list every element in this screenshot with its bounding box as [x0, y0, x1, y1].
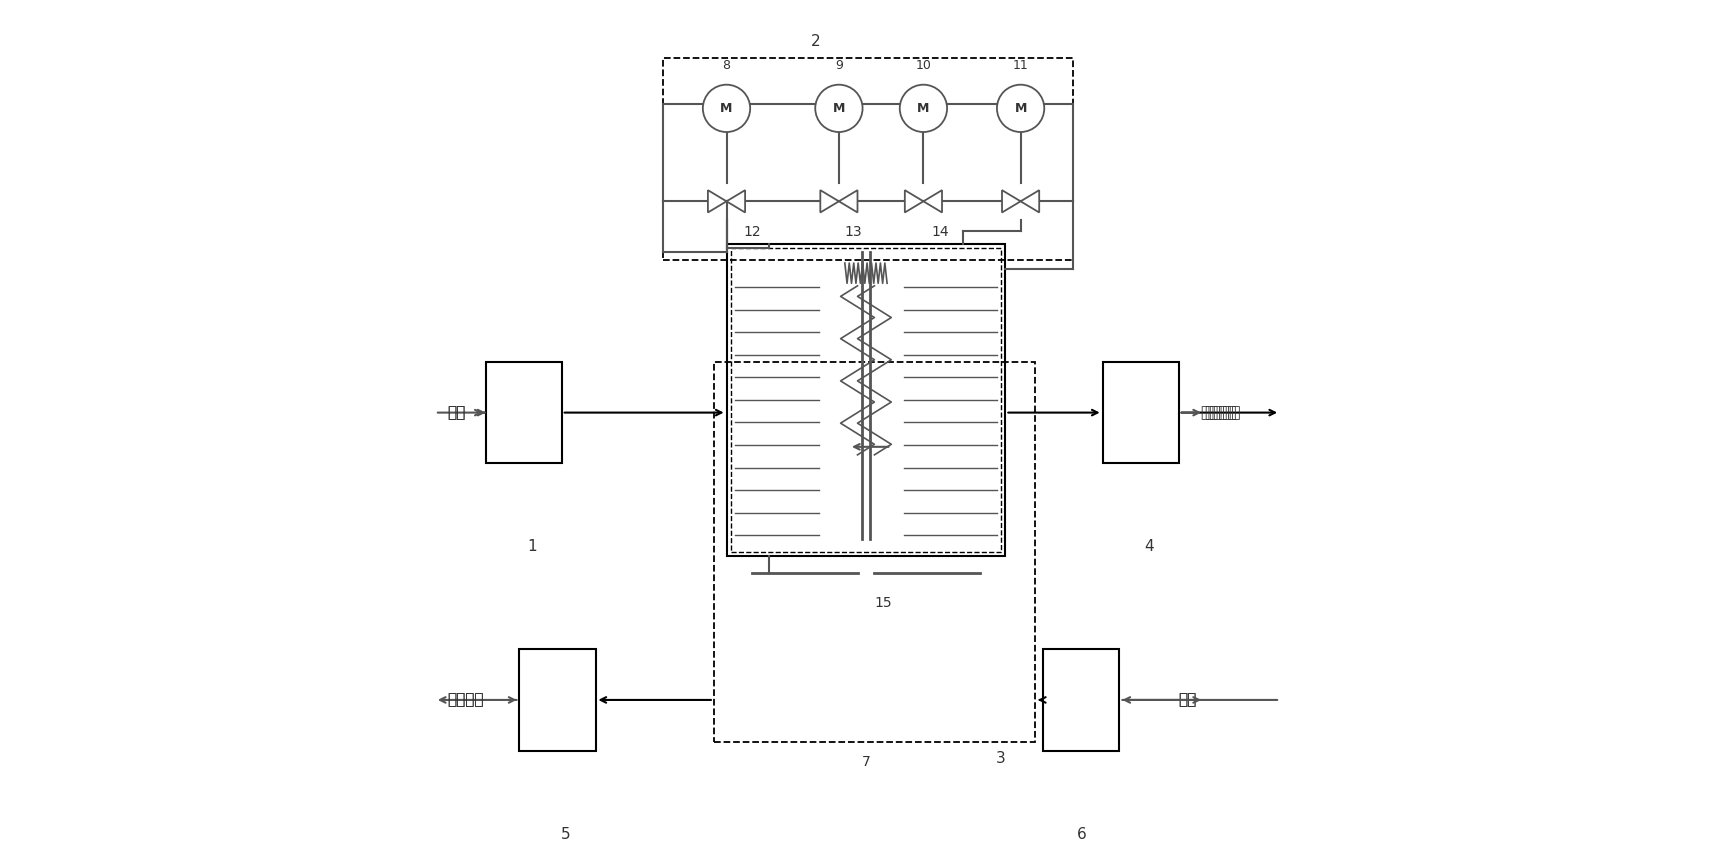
- Text: 空气: 空气: [447, 405, 466, 420]
- Text: 空气: 空气: [1178, 692, 1196, 708]
- Polygon shape: [727, 190, 744, 212]
- Text: 富氮排空: 富氮排空: [1203, 405, 1239, 420]
- Text: 9: 9: [835, 59, 842, 72]
- Text: 10: 10: [915, 59, 931, 72]
- Text: 3: 3: [996, 751, 1006, 765]
- Text: 空气: 空气: [447, 405, 466, 420]
- Polygon shape: [922, 190, 941, 212]
- Text: 氧气收集: 氧气收集: [447, 692, 483, 708]
- Text: 2: 2: [811, 34, 819, 49]
- Polygon shape: [1020, 190, 1039, 212]
- Text: 4: 4: [1143, 539, 1154, 554]
- Text: 6: 6: [1076, 826, 1085, 842]
- Text: 空气: 空气: [1178, 692, 1196, 708]
- Text: M: M: [1013, 102, 1027, 115]
- Circle shape: [900, 85, 946, 132]
- Bar: [1042, 649, 1119, 751]
- Polygon shape: [1001, 190, 1020, 212]
- Circle shape: [703, 85, 749, 132]
- Text: 7: 7: [860, 755, 869, 769]
- Bar: [727, 244, 1004, 557]
- Bar: [1102, 362, 1178, 463]
- Text: 15: 15: [874, 596, 891, 610]
- Bar: [519, 649, 595, 751]
- Circle shape: [996, 85, 1044, 132]
- Text: M: M: [917, 102, 929, 115]
- Bar: [663, 58, 1073, 260]
- Polygon shape: [708, 190, 727, 212]
- Text: 1: 1: [526, 539, 536, 554]
- Text: 5: 5: [560, 826, 571, 842]
- Text: 12: 12: [742, 225, 761, 240]
- Text: 14: 14: [931, 225, 948, 240]
- Bar: [485, 362, 562, 463]
- Text: 富氮排空: 富氮排空: [1200, 405, 1236, 420]
- Bar: [713, 362, 1034, 742]
- Text: 氧气收集: 氧气收集: [447, 692, 483, 708]
- Text: 8: 8: [722, 59, 730, 72]
- Bar: [730, 247, 1001, 552]
- Text: 13: 13: [843, 225, 862, 240]
- Circle shape: [814, 85, 862, 132]
- Text: 11: 11: [1013, 59, 1028, 72]
- Polygon shape: [838, 190, 857, 212]
- Polygon shape: [819, 190, 838, 212]
- Polygon shape: [905, 190, 922, 212]
- Text: M: M: [833, 102, 845, 115]
- Text: M: M: [720, 102, 732, 115]
